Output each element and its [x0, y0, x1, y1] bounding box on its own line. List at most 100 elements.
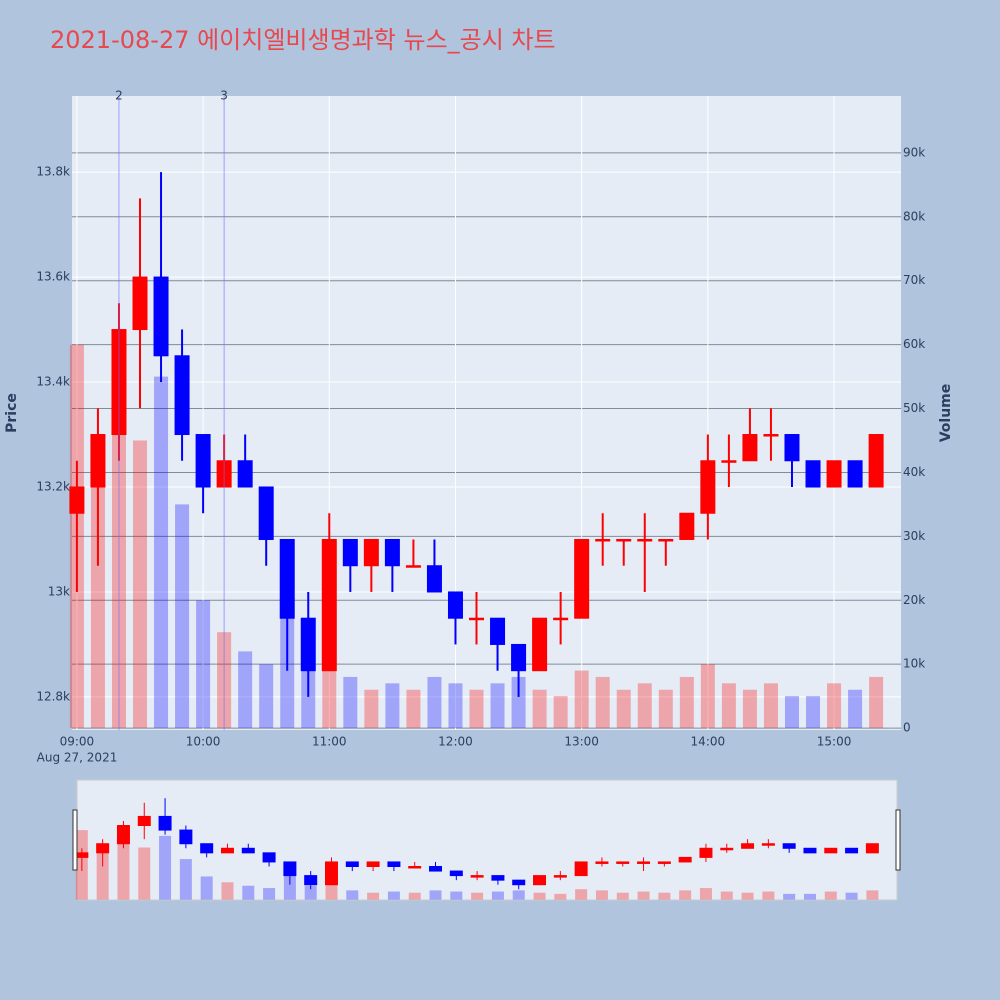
volume-bar	[700, 664, 715, 729]
volume-bar	[133, 440, 148, 729]
y2-tick-label: 60k	[903, 337, 925, 351]
volume-bar	[574, 670, 589, 729]
candle-body	[700, 460, 716, 514]
candle-body	[553, 875, 567, 878]
volume-bar	[242, 885, 255, 900]
candle-body	[678, 856, 692, 863]
volume-bar	[96, 853, 109, 900]
volume-bar	[490, 683, 505, 729]
candle-body	[637, 861, 651, 864]
volume-bar	[408, 892, 421, 900]
volume-bar	[450, 891, 463, 900]
candle-body	[469, 617, 485, 621]
candle-body	[553, 617, 569, 621]
candle-body	[408, 865, 422, 869]
candle-body	[258, 486, 274, 540]
y2-tick-label: 90k	[903, 145, 925, 159]
volume-bar	[346, 890, 359, 900]
y-tick-label: 12.8k	[36, 689, 70, 703]
volume-bar	[259, 664, 274, 729]
x-tick-label: 11:00	[312, 735, 347, 749]
candle-body	[262, 852, 276, 863]
candle-body	[761, 843, 775, 846]
candle-body	[75, 852, 89, 858]
volume-bar	[427, 676, 442, 729]
candle-body	[304, 875, 318, 886]
candle-body	[826, 460, 842, 488]
candle-body	[490, 617, 506, 645]
volume-bar	[762, 891, 775, 900]
candle-body	[237, 460, 253, 488]
y-tick-label: 13.8k	[36, 165, 70, 179]
candle-body	[784, 434, 800, 462]
volume-bar	[387, 891, 400, 900]
candle-body	[824, 847, 838, 854]
x-tick-label: 10:00	[186, 735, 221, 749]
volume-bar	[533, 892, 546, 900]
chart-title: 2021-08-27 에이치엘비생명과학 뉴스_공시 차트	[50, 26, 556, 54]
volume-bar	[117, 841, 130, 900]
x-date-label: Aug 27, 2021	[37, 751, 118, 765]
volume-bar	[175, 504, 190, 729]
candle-body	[865, 843, 879, 854]
volume-bar	[616, 892, 629, 900]
candle-body	[174, 355, 190, 436]
y2-tick-label: 30k	[903, 529, 925, 543]
y-axis-title: Price	[4, 393, 20, 433]
volume-bar	[511, 676, 526, 729]
volume-bar	[658, 892, 671, 900]
volume-bar	[512, 890, 525, 900]
x-tick-label: 15:00	[817, 735, 852, 749]
candle-body	[69, 486, 85, 514]
candle-body	[220, 847, 234, 854]
x-tick-label: 14:00	[691, 735, 726, 749]
candle-body	[132, 276, 148, 331]
candle-body	[366, 861, 380, 867]
candle-body	[868, 434, 884, 488]
y2-tick-label: 70k	[903, 273, 925, 287]
candle-body	[405, 565, 421, 568]
candle-body	[491, 875, 505, 881]
x-tick-label: 13:00	[564, 735, 599, 749]
volume-bar	[367, 892, 380, 900]
candle-body	[803, 847, 817, 854]
y-tick-label: 13.4k	[36, 375, 70, 389]
candle-body	[658, 538, 674, 542]
range-handle[interactable]	[895, 809, 901, 871]
candle-body	[195, 434, 211, 488]
volume-bar	[364, 689, 379, 729]
candle-body	[782, 843, 796, 849]
candle-body	[533, 875, 547, 886]
volume-bar	[741, 892, 754, 900]
candle-body	[574, 861, 588, 877]
candle-body	[384, 538, 400, 567]
volume-bar	[429, 890, 442, 900]
y2-tick-label: 20k	[903, 593, 925, 607]
volume-bar	[595, 676, 610, 729]
y2-tick-label: 50k	[903, 401, 925, 415]
candle-body	[300, 617, 316, 672]
volume-bar	[783, 893, 796, 900]
x-tick-label: 12:00	[438, 735, 473, 749]
candle-body	[447, 591, 463, 619]
candle-body	[742, 434, 758, 462]
candle-body	[616, 861, 630, 864]
candle-body	[845, 847, 859, 854]
volume-bar	[448, 683, 463, 729]
candle-body	[532, 617, 548, 672]
range-handle[interactable]	[72, 809, 78, 871]
volume-bar	[138, 847, 151, 900]
volume-bar	[471, 892, 484, 900]
candle-body	[657, 861, 671, 864]
candle-body	[342, 538, 358, 567]
range-slider[interactable]	[76, 779, 898, 901]
candle-body	[679, 512, 695, 540]
volume-bar	[763, 683, 778, 729]
volume-bar	[637, 891, 650, 900]
volume-bar	[720, 891, 733, 900]
candle-body	[96, 843, 110, 854]
volume-bar	[221, 882, 234, 900]
volume-bar	[554, 893, 567, 900]
volume-bar	[469, 689, 484, 729]
